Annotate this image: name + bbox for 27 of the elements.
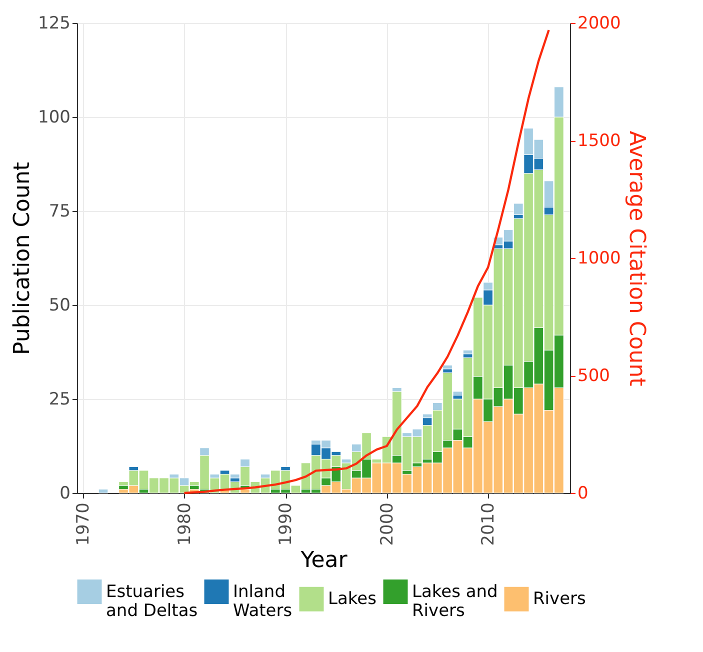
y2-tick-label: 0 xyxy=(578,484,588,504)
legend-label: Inland Waters xyxy=(233,582,292,621)
y-tick-label: 75 xyxy=(48,202,70,222)
y-tick-label: 25 xyxy=(48,390,70,410)
y2-tick-label: 1500 xyxy=(578,131,621,151)
line-series xyxy=(183,28,550,494)
x-tick-label: 1970 xyxy=(74,502,94,546)
y-tick-label: 125 xyxy=(38,14,70,34)
y2-tick-label: 1000 xyxy=(578,248,621,268)
y-tick-label: 100 xyxy=(38,108,70,128)
y2-tick-label: 500 xyxy=(578,366,610,386)
legend-label: Rivers xyxy=(533,589,586,610)
legend-label: Estuaries and Deltas xyxy=(106,582,198,621)
y-axis-title: Publication Count xyxy=(10,162,36,356)
y-tick-label: 50 xyxy=(48,296,70,316)
x-tick-label: 2000 xyxy=(377,502,398,546)
legend-label: Lakes xyxy=(328,589,377,610)
legend-label: Lakes and Rivers xyxy=(412,582,498,621)
y2-axis-title: Average Citation Count xyxy=(624,130,649,387)
x-tick-label: 1990 xyxy=(276,502,296,546)
x-axis-title: Year xyxy=(300,548,348,573)
bar xyxy=(442,364,452,370)
y2-tick-label: 2000 xyxy=(578,14,621,34)
x-tick-label: 2010 xyxy=(478,502,499,546)
x-tick-label: 1980 xyxy=(174,502,195,546)
bar xyxy=(98,488,108,494)
y-tick-label: 0 xyxy=(60,484,70,504)
